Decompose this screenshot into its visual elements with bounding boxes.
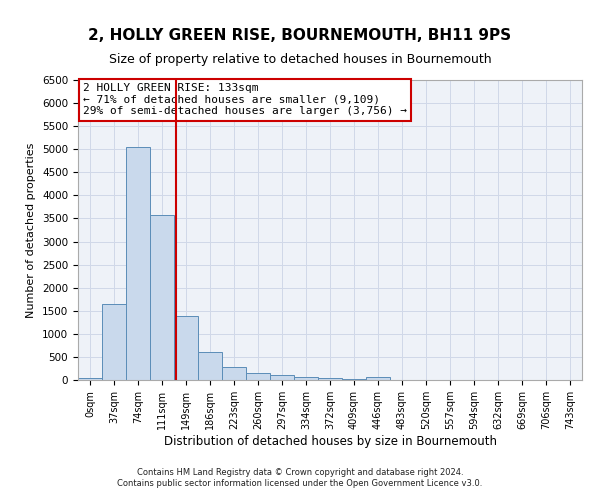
Text: 2, HOLLY GREEN RISE, BOURNEMOUTH, BH11 9PS: 2, HOLLY GREEN RISE, BOURNEMOUTH, BH11 9… bbox=[88, 28, 512, 42]
Bar bbox=[198, 352, 222, 380]
X-axis label: Distribution of detached houses by size in Bournemouth: Distribution of detached houses by size … bbox=[163, 435, 497, 448]
Bar bbox=[102, 304, 126, 380]
Text: 2 HOLLY GREEN RISE: 133sqm
← 71% of detached houses are smaller (9,109)
29% of s: 2 HOLLY GREEN RISE: 133sqm ← 71% of deta… bbox=[83, 83, 407, 116]
Bar bbox=[150, 215, 174, 380]
Bar bbox=[270, 375, 294, 380]
Text: Size of property relative to detached houses in Bournemouth: Size of property relative to detached ho… bbox=[109, 52, 491, 66]
Text: Contains HM Land Registry data © Crown copyright and database right 2024.
Contai: Contains HM Land Registry data © Crown c… bbox=[118, 468, 482, 487]
Bar bbox=[126, 147, 150, 380]
Bar bbox=[318, 378, 342, 380]
Bar bbox=[342, 378, 366, 380]
Bar bbox=[222, 366, 246, 380]
Bar bbox=[78, 378, 102, 380]
Bar bbox=[174, 316, 198, 380]
Y-axis label: Number of detached properties: Number of detached properties bbox=[26, 142, 37, 318]
Bar bbox=[366, 378, 390, 380]
Bar bbox=[246, 373, 270, 380]
Bar bbox=[294, 377, 318, 380]
